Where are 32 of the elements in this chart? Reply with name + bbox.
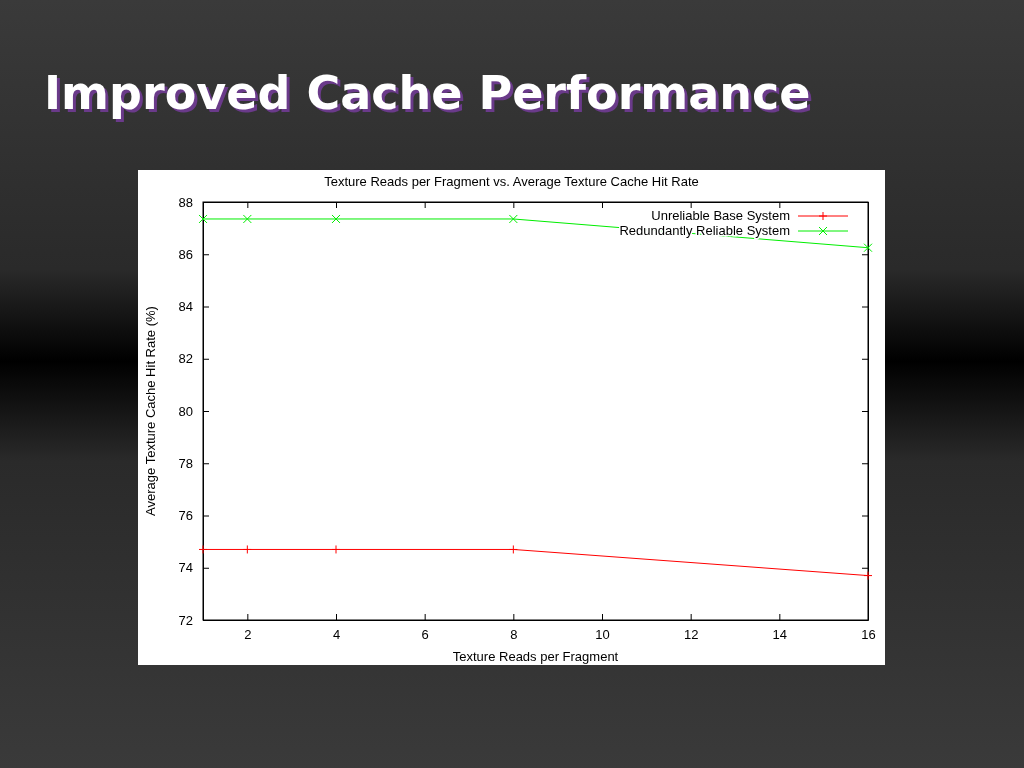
- y-axis-title: Average Texture Cache Hit Rate (%): [143, 306, 158, 516]
- point: [242, 214, 252, 224]
- x-tick-label: 12: [683, 627, 699, 643]
- x-tick-label: 10: [595, 627, 610, 643]
- point: [331, 544, 341, 554]
- x-axis-title: Texture Reads per Fragment: [452, 649, 619, 664]
- chart-subtitle: Texture Reads per Fragment vs. Average Texture Cache Hit Rate: [324, 174, 699, 189]
- x-tick-label: 14: [772, 627, 788, 643]
- x-tick-label: 6: [421, 627, 429, 643]
- point: [508, 214, 518, 224]
- point: [242, 544, 252, 554]
- y-tick-label: 82: [178, 351, 193, 367]
- legend-label: Unreliable Base System: [651, 208, 790, 223]
- point: [863, 243, 873, 253]
- point: [863, 571, 873, 581]
- y-tick-label: 76: [178, 508, 193, 524]
- y-tick-label: 72: [178, 612, 193, 628]
- point: [331, 214, 341, 224]
- y-tick-label: 86: [178, 246, 193, 262]
- x-tick-label: 4: [332, 627, 341, 643]
- point: [198, 544, 208, 554]
- point: [198, 214, 208, 224]
- x-tick-label: 16: [861, 627, 876, 643]
- y-tick-label: 78: [178, 455, 193, 471]
- y-tick-label: 74: [178, 560, 193, 576]
- x-tick-label: 2: [244, 627, 252, 643]
- x-tick-label: 8: [510, 627, 518, 643]
- y-tick-label: 84: [178, 299, 193, 315]
- y-tick-label: 80: [178, 403, 193, 419]
- point: [508, 544, 518, 554]
- chart-title: Improved Cache Performance: [44, 66, 811, 120]
- y-tick-label: 88: [178, 194, 193, 210]
